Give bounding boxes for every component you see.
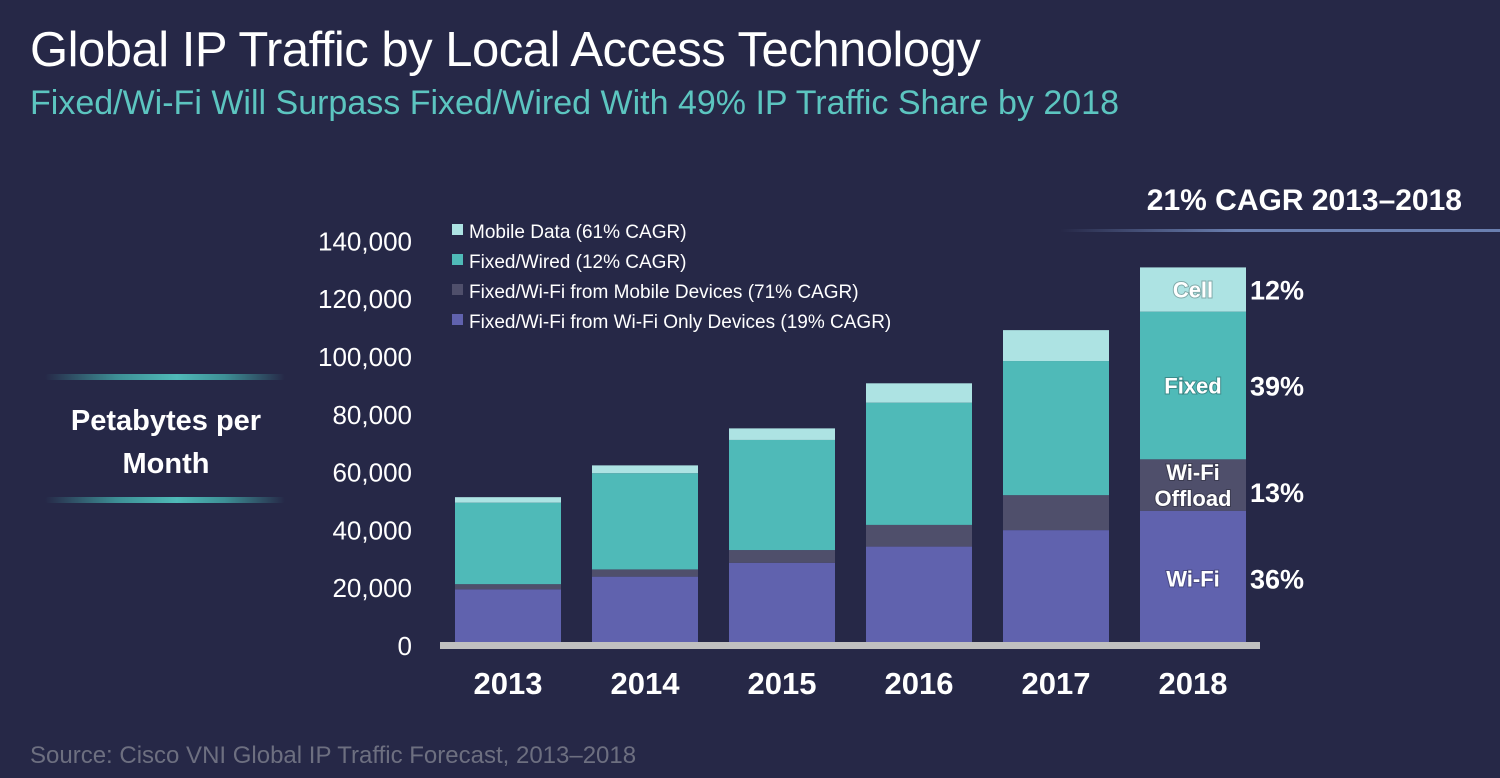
bar-segment-2013-s1	[455, 584, 561, 590]
source-note: Source: Cisco VNI Global IP Traffic Fore…	[30, 742, 637, 769]
share-label: 36%	[1250, 564, 1304, 594]
bar-segment-2013-s3	[455, 497, 561, 503]
x-tick-label: 2013	[474, 666, 543, 701]
x-tick-label: 2018	[1159, 666, 1228, 701]
segment-label: Cell	[1173, 278, 1213, 303]
bar-segment-2017-s0	[1003, 530, 1109, 646]
cagr-divider	[1060, 229, 1500, 232]
segment-label: Offload	[1155, 486, 1232, 511]
legend-item: Fixed/Wired (12% CAGR)	[452, 248, 891, 278]
bar-segment-2017-s1	[1003, 495, 1109, 531]
bar-segment-2013-s2	[455, 502, 561, 585]
bar-segment-2017-s3	[1003, 330, 1109, 362]
bar-segment-2014-s2	[592, 473, 698, 570]
legend: Mobile Data (61% CAGR) Fixed/Wired (12% C…	[452, 218, 891, 338]
ylabel-top-divider	[45, 374, 285, 380]
segment-label: Wi-Fi	[1166, 566, 1220, 591]
bar-segment-2016-s1	[866, 524, 972, 547]
chart-title: Global IP Traffic by Local Access Techno…	[30, 23, 981, 77]
y-tick-label: 140,000	[318, 226, 412, 256]
bar-segment-2018-s3	[1140, 267, 1246, 312]
y-tick-label: 20,000	[332, 573, 412, 603]
y-tick-label: 80,000	[332, 400, 412, 430]
bar-segment-2018-s2	[1140, 311, 1246, 460]
legend-swatch	[452, 253, 463, 265]
share-label: 12%	[1250, 276, 1304, 306]
y-tick-label: 100,000	[318, 342, 412, 372]
bar-segment-2015-s2	[729, 439, 835, 551]
bar-segment-2014-s3	[592, 465, 698, 474]
legend-label: Fixed/Wired (12% CAGR)	[469, 252, 687, 273]
share-label: 39%	[1250, 371, 1304, 401]
legend-swatch	[452, 223, 463, 235]
bar-segment-2014-s0	[592, 576, 698, 646]
x-tick-label: 2015	[748, 666, 817, 701]
bar-segment-2015-s0	[729, 562, 835, 646]
bar-segment-2015-s3	[729, 428, 835, 440]
x-axis-line	[440, 642, 1260, 649]
legend-item: Mobile Data (61% CAGR)	[452, 218, 891, 248]
segment-label: Fixed	[1164, 373, 1221, 398]
y-axis-label: Petabytes per Month	[70, 405, 262, 480]
legend-label: Mobile Data (61% CAGR)	[469, 222, 687, 243]
x-tick-label: 2014	[611, 666, 681, 701]
legend-item: Fixed/Wi-Fi from Wi-Fi Only Devices (19%…	[452, 308, 891, 338]
bar-segment-2018-s1	[1140, 459, 1246, 511]
y-tick-label: 0	[398, 631, 412, 661]
bar-segment-2018-s0	[1140, 510, 1246, 646]
segment-label: Wi-Fi	[1166, 460, 1220, 485]
bar-segment-2016-s3	[866, 383, 972, 403]
ylabel-bottom-divider	[45, 497, 285, 503]
legend-swatch	[452, 313, 463, 325]
bar-segment-2014-s1	[592, 569, 698, 577]
legend-label: Fixed/Wi-Fi from Mobile Devices (71% CAG…	[469, 282, 859, 303]
bar-segment-2016-s0	[866, 546, 972, 646]
bar-segment-2015-s1	[729, 550, 835, 563]
bar-segment-2016-s2	[866, 402, 972, 525]
bar-segment-2013-s0	[455, 589, 561, 646]
legend-item: Fixed/Wi-Fi from Mobile Devices (71% CAG…	[452, 278, 891, 308]
y-tick-label: 40,000	[332, 515, 412, 545]
legend-swatch	[452, 283, 463, 295]
bar-segment-2017-s2	[1003, 361, 1109, 496]
x-tick-label: 2017	[1022, 666, 1091, 701]
legend-label: Fixed/Wi-Fi from Wi-Fi Only Devices (19%…	[469, 312, 892, 333]
chart-subtitle: Fixed/Wi-Fi Will Surpass Fixed/Wired Wit…	[30, 84, 1119, 122]
y-tick-label: 60,000	[332, 458, 412, 488]
share-label: 13%	[1250, 478, 1304, 508]
y-tick-label: 120,000	[318, 284, 412, 314]
x-tick-label: 2016	[885, 666, 954, 701]
cagr-note: 21% CAGR 2013–2018	[1146, 184, 1462, 217]
